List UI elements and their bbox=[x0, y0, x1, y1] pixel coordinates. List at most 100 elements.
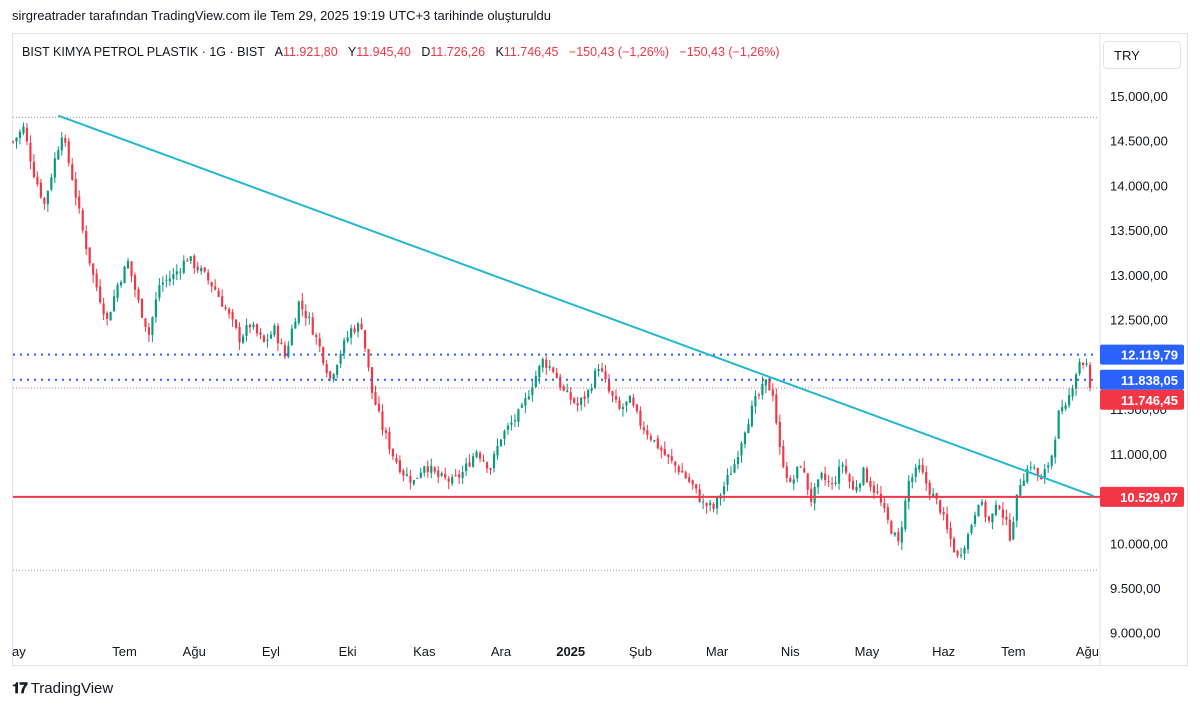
candle-body bbox=[876, 491, 879, 493]
candle-body bbox=[966, 534, 970, 550]
candle-body bbox=[775, 394, 778, 423]
candle-body bbox=[813, 487, 816, 504]
candle-body bbox=[1085, 363, 1088, 365]
candle-body bbox=[991, 513, 994, 523]
candle-body bbox=[705, 502, 708, 507]
candle-body bbox=[677, 466, 680, 473]
candle-body bbox=[820, 472, 823, 479]
candle-body bbox=[799, 466, 802, 468]
candle-body bbox=[667, 454, 670, 457]
candle-body bbox=[36, 176, 39, 185]
candle-body bbox=[15, 137, 18, 142]
candle-body bbox=[918, 465, 921, 470]
candle-body bbox=[430, 465, 433, 473]
candle-body bbox=[74, 178, 77, 198]
candle-body bbox=[928, 482, 931, 496]
candle-body bbox=[29, 142, 32, 162]
candle-body bbox=[22, 126, 25, 134]
candle-body bbox=[25, 127, 29, 142]
candle-body bbox=[367, 349, 370, 368]
candle-body bbox=[524, 398, 527, 406]
candle-body bbox=[702, 501, 705, 503]
candle-body bbox=[691, 480, 694, 485]
open-label: A bbox=[274, 45, 283, 59]
low-label: D bbox=[421, 45, 431, 59]
candle-body bbox=[597, 369, 600, 372]
candle-body bbox=[778, 421, 781, 447]
y-tick-label: 12.500,00 bbox=[1110, 313, 1168, 328]
candle-body bbox=[290, 328, 293, 346]
candle-body bbox=[614, 396, 618, 400]
candle-body bbox=[555, 372, 558, 379]
currency-button[interactable]: TRY bbox=[1103, 41, 1181, 69]
candle-body bbox=[273, 325, 276, 336]
candle-body bbox=[503, 430, 506, 440]
high-label: Y bbox=[347, 45, 357, 59]
candle-body bbox=[621, 407, 625, 410]
candle-body bbox=[611, 391, 614, 396]
candle-body bbox=[179, 271, 182, 273]
candle-body bbox=[953, 538, 956, 553]
candle-body bbox=[308, 316, 311, 318]
candle-body bbox=[402, 470, 405, 476]
candle-body bbox=[959, 554, 963, 556]
candle-body bbox=[496, 445, 499, 456]
price-badge-text: 12.119,79 bbox=[1121, 348, 1178, 363]
candle-body bbox=[984, 502, 987, 518]
open-value: 11.921,80 bbox=[282, 45, 338, 59]
candle-body bbox=[1001, 509, 1004, 518]
candle-body bbox=[350, 328, 353, 338]
candle-body bbox=[472, 456, 475, 467]
x-tick-label: May bbox=[855, 644, 880, 659]
candle-body bbox=[381, 411, 384, 431]
candle-body bbox=[789, 478, 792, 482]
candle-body bbox=[433, 467, 436, 472]
candle-body bbox=[231, 311, 234, 320]
candle-body bbox=[987, 516, 991, 521]
candle-body bbox=[262, 335, 266, 342]
candle-body bbox=[653, 440, 656, 442]
candle-body bbox=[92, 263, 95, 275]
price-badge-2: 11.746,45 bbox=[1100, 389, 1184, 410]
x-tick-label: Eyl bbox=[262, 644, 280, 659]
symbol-name[interactable]: BIST KIMYA PETROL PLASTIK · 1G · BIST bbox=[22, 45, 265, 59]
candle-body bbox=[580, 397, 583, 405]
candle-body bbox=[688, 477, 691, 482]
candle-body bbox=[872, 485, 876, 493]
candle-body bbox=[646, 430, 649, 436]
candle-body bbox=[970, 525, 973, 533]
x-tick-label: 2025 bbox=[556, 644, 585, 659]
candle-body bbox=[276, 325, 279, 344]
price-badge-1: 11.838,05 bbox=[1100, 369, 1184, 390]
candle-body bbox=[238, 326, 241, 343]
candle-body bbox=[102, 303, 105, 315]
candle-body bbox=[1022, 480, 1025, 487]
high-value: 11.945,40 bbox=[356, 45, 411, 59]
candle-body bbox=[248, 324, 252, 328]
candle-body bbox=[911, 477, 914, 483]
candle-body bbox=[712, 503, 715, 509]
candle-body bbox=[855, 487, 858, 491]
candle-body bbox=[642, 427, 645, 431]
candle-body bbox=[1054, 439, 1057, 458]
candle-body bbox=[649, 436, 652, 440]
candle-body bbox=[858, 483, 862, 488]
candle-body bbox=[618, 400, 621, 409]
candle-body bbox=[771, 389, 774, 396]
candle-body bbox=[538, 365, 541, 378]
candle-body bbox=[883, 502, 886, 509]
candle-body bbox=[743, 432, 747, 445]
candle-body bbox=[604, 371, 607, 380]
candle-body bbox=[817, 479, 820, 488]
candle-body bbox=[510, 422, 513, 425]
candle-body bbox=[416, 477, 419, 479]
candle-body bbox=[904, 500, 907, 530]
candle-body bbox=[161, 282, 164, 285]
candle-body bbox=[119, 281, 123, 286]
candle-body bbox=[761, 383, 764, 395]
tradingview-footer[interactable]: 𝟏𝟕 TradingView bbox=[12, 680, 113, 697]
price-badge-text: 11.838,05 bbox=[1121, 373, 1178, 388]
candle-body bbox=[388, 431, 391, 450]
y-tick-label: 9.500,00 bbox=[1110, 581, 1161, 596]
